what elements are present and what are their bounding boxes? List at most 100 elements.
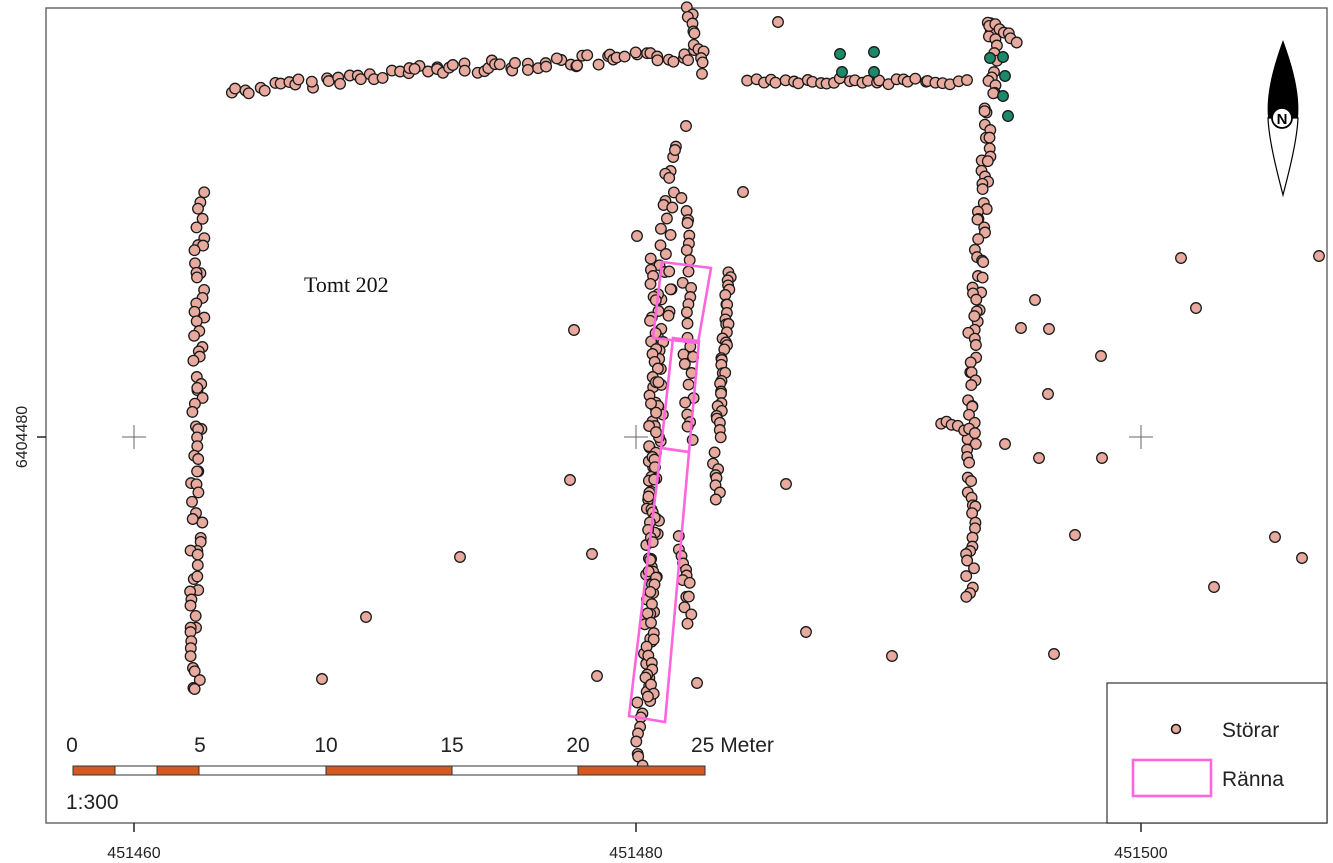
legend-post-symbol	[1170, 723, 1182, 735]
post-marker	[650, 426, 662, 439]
post-marker	[186, 495, 198, 508]
post-marker	[258, 84, 271, 97]
post-marker	[682, 378, 695, 391]
post-marker	[305, 75, 318, 88]
post-marker	[191, 548, 204, 561]
post-marker	[446, 59, 459, 71]
x-tick-label: 451480	[609, 845, 662, 862]
post-marker	[660, 212, 673, 225]
post-marker	[191, 465, 204, 478]
post-marker	[509, 57, 521, 69]
scale-ratio: 1:300	[66, 791, 119, 814]
post-marker	[242, 87, 255, 100]
scale-number: 15	[440, 734, 463, 757]
post-marker	[963, 408, 975, 421]
post-marker	[188, 683, 201, 695]
channel-trench	[627, 260, 713, 724]
post-marker	[961, 74, 973, 87]
post-marker	[192, 486, 205, 499]
post-marker	[676, 276, 689, 289]
post-marker	[581, 49, 594, 62]
post-marker	[964, 356, 977, 369]
post-marker	[540, 60, 553, 73]
post-marker	[669, 144, 681, 156]
post-marker	[800, 626, 812, 638]
post-marker	[654, 222, 667, 235]
post-marker	[983, 131, 996, 144]
post-marker	[229, 82, 242, 95]
post-marker	[458, 64, 471, 77]
post-marker	[664, 228, 677, 241]
post-marker	[191, 381, 204, 394]
post-marker	[1208, 581, 1220, 593]
post-marker	[630, 735, 643, 748]
post-marker	[1029, 294, 1041, 306]
scale-number: 10	[314, 734, 337, 757]
post-marker	[978, 105, 991, 118]
post-marker	[187, 354, 200, 367]
post-marker	[631, 230, 643, 242]
post-marker	[680, 120, 692, 132]
post-marker	[493, 58, 506, 71]
post-marker	[644, 585, 657, 598]
post-marker	[663, 171, 676, 184]
post-marker	[651, 54, 664, 67]
post-marker	[963, 456, 976, 469]
post-marker	[592, 58, 605, 71]
post-marker	[968, 427, 981, 440]
post-marker	[662, 309, 675, 322]
post-marker	[971, 213, 984, 226]
scale-number: 25 Meter	[691, 734, 774, 757]
post-marker	[188, 329, 201, 342]
post-marker	[354, 73, 367, 86]
post-marker	[836, 66, 848, 78]
post-marker	[909, 72, 922, 85]
post-marker	[696, 67, 708, 80]
post-marker	[682, 54, 695, 67]
post-marker	[667, 55, 680, 68]
post-marker	[631, 696, 644, 709]
post-marker	[652, 376, 665, 389]
post-marker	[645, 397, 657, 410]
post-marker	[564, 474, 576, 486]
scale-number: 0	[66, 734, 78, 757]
north-arrow-icon: N	[1267, 40, 1299, 198]
post-marker	[663, 265, 676, 278]
legend: Störar Ränna	[1106, 682, 1328, 824]
post-marker	[997, 51, 1009, 63]
post-marker	[1015, 322, 1027, 334]
post-marker	[677, 348, 690, 361]
post-marker	[666, 201, 679, 214]
post-marker	[650, 406, 663, 419]
x-tick-label: 451460	[107, 845, 160, 862]
post-marker	[189, 257, 201, 270]
post-marker	[189, 609, 202, 622]
post-marker	[981, 155, 994, 168]
post-marker	[678, 358, 691, 370]
post-marker	[965, 475, 978, 488]
post-marker	[680, 306, 693, 319]
post-marker	[834, 48, 846, 60]
post-marker	[960, 570, 973, 583]
post-marker	[360, 611, 372, 623]
post-marker	[680, 244, 693, 257]
post-marker	[1095, 350, 1107, 362]
post-marker	[651, 362, 664, 375]
post-marker	[1313, 250, 1325, 262]
scale-number: 5	[194, 734, 206, 757]
post-marker	[868, 46, 880, 58]
post-marker	[188, 665, 201, 678]
post-marker	[976, 183, 989, 196]
post-marker	[664, 283, 677, 296]
post-marker	[193, 674, 206, 687]
post-marker	[186, 405, 199, 418]
post-marker	[618, 50, 631, 63]
post-marker	[191, 559, 204, 572]
post-marker	[659, 248, 672, 260]
post-marker	[984, 52, 996, 64]
axis-ticks	[37, 436, 1142, 832]
post-marker	[968, 310, 981, 323]
channel-segment	[627, 446, 691, 724]
post-marker	[968, 562, 980, 575]
post-marker	[969, 339, 982, 351]
